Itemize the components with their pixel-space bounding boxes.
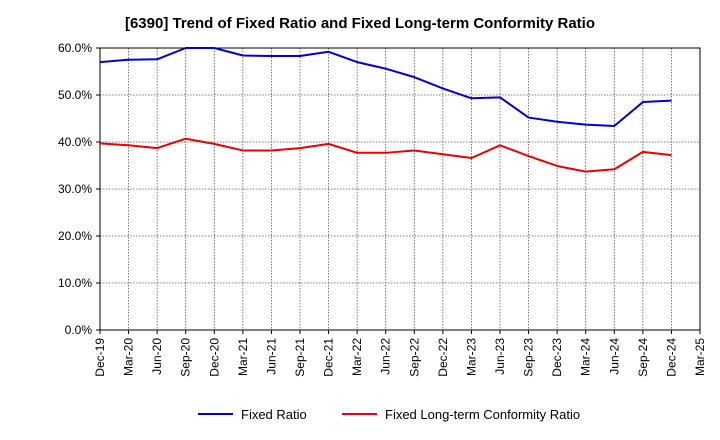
chart-title: [6390] Trend of Fixed Ratio and Fixed Lo… bbox=[124, 15, 596, 32]
x-tick-label: Mar-23 bbox=[464, 338, 478, 376]
y-tick-label: 20.0% bbox=[58, 229, 92, 243]
legend: Fixed Ratio Fixed Long-term Conformity Ra… bbox=[198, 407, 580, 422]
series-lines bbox=[99, 47, 672, 173]
y-tick-label: 50.0% bbox=[58, 88, 92, 102]
series-line-1 bbox=[99, 47, 672, 128]
x-tick-label: Dec-19 bbox=[93, 338, 107, 377]
x-tick-label: Dec-23 bbox=[550, 338, 564, 377]
x-tick-label: Dec-20 bbox=[207, 338, 221, 377]
x-tick-label: Sep-21 bbox=[293, 338, 307, 377]
x-tick-label: Mar-25 bbox=[693, 338, 707, 376]
x-tick-label: Dec-22 bbox=[436, 338, 450, 377]
x-tick-label: Jun-20 bbox=[150, 338, 164, 375]
legend-label-2: Fixed Long-term Conformity Ratio bbox=[385, 407, 580, 422]
x-tick-label: Jun-21 bbox=[264, 338, 278, 375]
legend-label-1: Fixed Ratio bbox=[241, 407, 307, 422]
x-tick-label: Jun-23 bbox=[493, 338, 507, 375]
y-tick-label: 60.0% bbox=[58, 41, 92, 55]
series-line-2 bbox=[99, 137, 672, 173]
x-tick-label: Sep-20 bbox=[179, 338, 193, 377]
x-tick-label: Dec-21 bbox=[322, 338, 336, 377]
x-tick-label: Mar-20 bbox=[122, 338, 136, 376]
x-tick-label: Sep-22 bbox=[407, 338, 421, 377]
y-tick-label: 10.0% bbox=[58, 276, 92, 290]
x-tick-label: Dec-24 bbox=[664, 338, 678, 377]
y-axis-ticks: 0.0% 10.0% 20.0% 30.0% 40.0% 50.0% 60.0% bbox=[58, 41, 100, 337]
y-tick-label: 0.0% bbox=[65, 323, 93, 337]
x-tick-label: Sep-24 bbox=[636, 338, 650, 377]
y-tick-label: 40.0% bbox=[58, 135, 92, 149]
x-tick-label: Mar-22 bbox=[350, 338, 364, 376]
x-tick-label: Jun-24 bbox=[607, 338, 621, 375]
x-tick-label: Mar-21 bbox=[236, 338, 250, 376]
grid-lines bbox=[100, 47, 700, 331]
y-tick-label: 30.0% bbox=[58, 182, 92, 196]
x-tick-label: Sep-23 bbox=[522, 338, 536, 377]
x-tick-label: Jun-22 bbox=[379, 338, 393, 375]
x-tick-label: Mar-24 bbox=[579, 338, 593, 376]
x-axis-ticks: Dec-19 Mar-20 Jun-20 Sep-20 Dec-20 Mar-21 Jun-… bbox=[93, 330, 707, 377]
